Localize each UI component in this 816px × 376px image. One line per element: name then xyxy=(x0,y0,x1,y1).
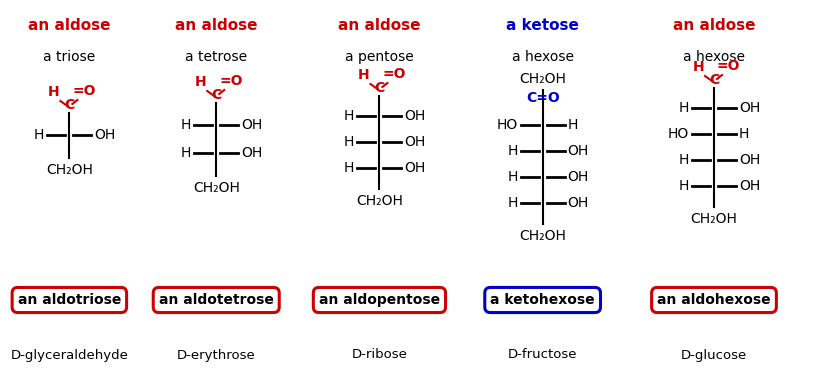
Text: an aldose: an aldose xyxy=(175,18,258,33)
Text: OH: OH xyxy=(95,128,116,142)
Text: H: H xyxy=(508,170,517,184)
Text: OH: OH xyxy=(568,170,589,184)
Text: a ketose: a ketose xyxy=(506,18,579,33)
Text: OH: OH xyxy=(242,146,263,160)
Text: a triose: a triose xyxy=(43,50,95,64)
Text: D-fructose: D-fructose xyxy=(508,349,578,361)
Text: H: H xyxy=(508,196,517,210)
Text: H: H xyxy=(679,179,689,193)
Text: OH: OH xyxy=(405,161,426,175)
Text: CH₂OH: CH₂OH xyxy=(193,181,240,195)
Text: =O: =O xyxy=(220,74,242,88)
Text: OH: OH xyxy=(739,153,761,167)
Text: D-ribose: D-ribose xyxy=(352,349,407,361)
Text: CH₂OH: CH₂OH xyxy=(356,194,403,208)
Text: OH: OH xyxy=(568,196,589,210)
Text: H: H xyxy=(344,135,354,149)
Text: C: C xyxy=(64,98,74,112)
Text: D-glucose: D-glucose xyxy=(681,349,747,361)
Text: a pentose: a pentose xyxy=(345,50,414,64)
Text: =O: =O xyxy=(383,67,406,81)
Text: H: H xyxy=(194,75,206,89)
Text: CH₂OH: CH₂OH xyxy=(519,72,566,86)
Text: H: H xyxy=(679,101,689,115)
Text: a ketohexose: a ketohexose xyxy=(490,293,595,307)
Text: an aldose: an aldose xyxy=(28,18,111,33)
Text: OH: OH xyxy=(739,101,761,115)
Text: CH₂OH: CH₂OH xyxy=(46,163,93,177)
Text: a hexose: a hexose xyxy=(683,50,745,64)
Text: an aldotetrose: an aldotetrose xyxy=(159,293,273,307)
Text: H: H xyxy=(181,146,191,160)
Text: an aldotriose: an aldotriose xyxy=(18,293,121,307)
Text: HO: HO xyxy=(496,118,517,132)
Text: H: H xyxy=(47,85,60,99)
Text: CH₂OH: CH₂OH xyxy=(690,212,738,226)
Text: H: H xyxy=(344,109,354,123)
Text: C: C xyxy=(709,73,719,87)
Text: =O: =O xyxy=(717,59,740,73)
Text: D-glyceraldehyde: D-glyceraldehyde xyxy=(11,349,128,361)
Text: =O: =O xyxy=(73,84,95,98)
Text: OH: OH xyxy=(568,144,589,158)
Text: OH: OH xyxy=(739,179,761,193)
Text: C=O: C=O xyxy=(526,91,560,105)
Text: HO: HO xyxy=(667,127,689,141)
Text: H: H xyxy=(34,128,44,142)
Text: an aldopentose: an aldopentose xyxy=(319,293,440,307)
Text: a tetrose: a tetrose xyxy=(185,50,247,64)
Text: H: H xyxy=(739,127,749,141)
Text: H: H xyxy=(508,144,517,158)
Text: H: H xyxy=(181,118,191,132)
Text: H: H xyxy=(679,153,689,167)
Text: an aldose: an aldose xyxy=(672,18,756,33)
Text: CH₂OH: CH₂OH xyxy=(519,229,566,243)
Text: OH: OH xyxy=(242,118,263,132)
Text: H: H xyxy=(568,118,578,132)
Text: H: H xyxy=(344,161,354,175)
Text: H: H xyxy=(357,68,370,82)
Text: OH: OH xyxy=(405,109,426,123)
Text: D-erythrose: D-erythrose xyxy=(177,349,255,361)
Text: an aldose: an aldose xyxy=(338,18,421,33)
Text: C: C xyxy=(211,88,221,102)
Text: a hexose: a hexose xyxy=(512,50,574,64)
Text: C: C xyxy=(375,81,384,95)
Text: OH: OH xyxy=(405,135,426,149)
Text: H: H xyxy=(692,60,704,74)
Text: an aldohexose: an aldohexose xyxy=(657,293,771,307)
